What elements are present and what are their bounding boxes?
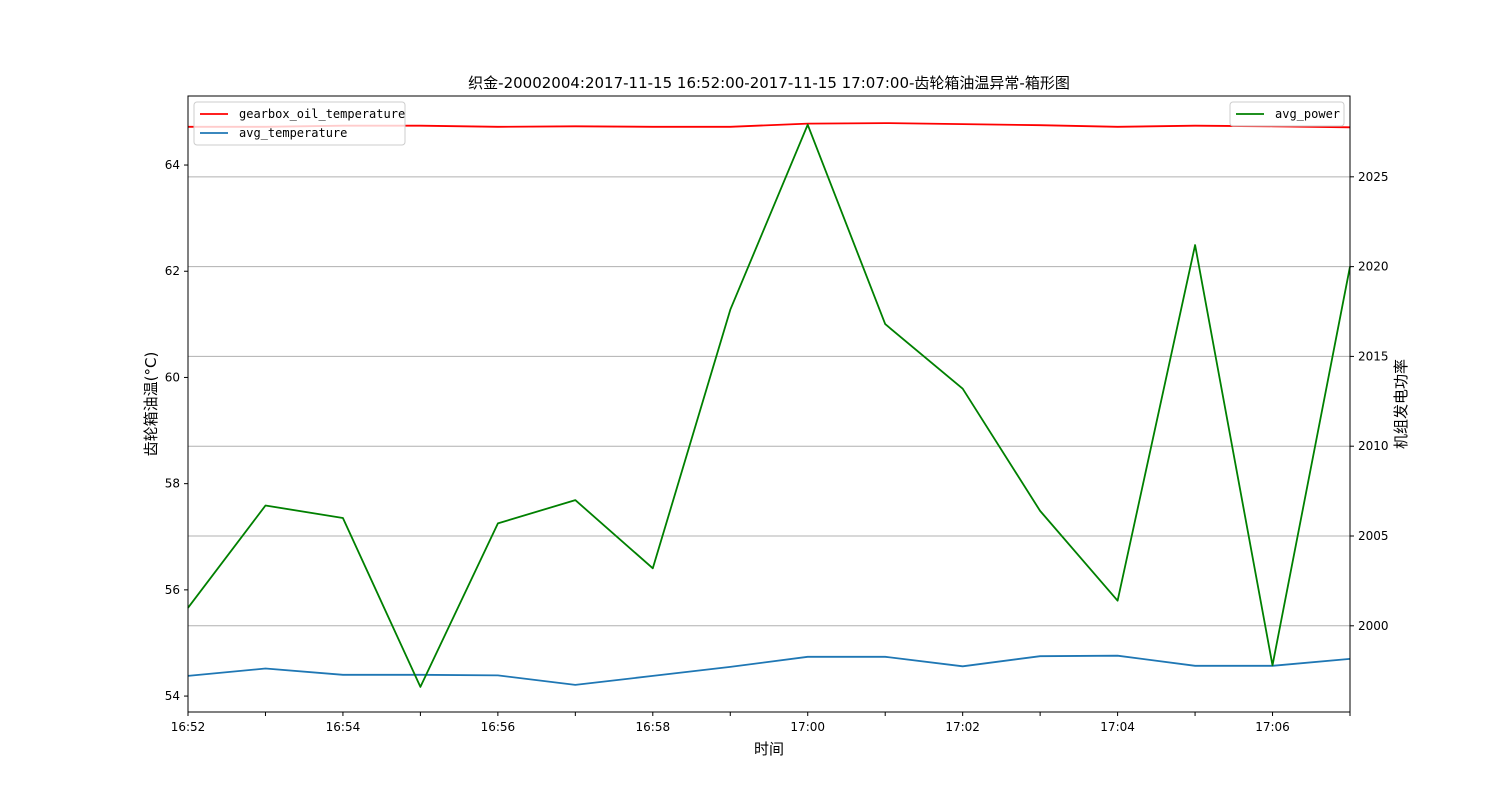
x-tick-label: 17:02 bbox=[945, 720, 980, 734]
plot-area-frame bbox=[187, 95, 1351, 713]
left-y-tick-label: 60 bbox=[165, 370, 180, 384]
legend-left-box bbox=[193, 101, 406, 146]
left-y-tick-label: 54 bbox=[165, 689, 180, 703]
left-y-tick-label: 62 bbox=[165, 264, 180, 278]
legend-right: avg_power bbox=[1229, 101, 1345, 127]
right-y-axis-label: 机组发电功率 bbox=[1392, 359, 1410, 449]
series-line-avg-temperature bbox=[187, 654, 1351, 686]
grid-layer bbox=[188, 176, 1350, 627]
series-line-avg-power bbox=[187, 123, 1351, 688]
left-y-tick-label: 56 bbox=[165, 583, 180, 597]
legend-right-box bbox=[1229, 101, 1345, 127]
left-y-axis-ticks: 54 56 58 60 62 64 bbox=[165, 158, 188, 703]
x-tick-label: 16:52 bbox=[171, 720, 206, 734]
x-axis-label: 时间 bbox=[754, 740, 784, 758]
x-tick-label: 17:04 bbox=[1100, 720, 1135, 734]
x-tick-label: 16:58 bbox=[636, 720, 671, 734]
right-y-tick-label: 2010 bbox=[1358, 439, 1389, 453]
x-axis-ticks: 16:52 16:54 16:56 16:58 17:00 17:02 17:04 17:06 bbox=[171, 712, 1351, 734]
x-tick-label: 17:06 bbox=[1255, 720, 1290, 734]
left-y-tick-label: 64 bbox=[165, 158, 180, 172]
x-tick-label: 16:54 bbox=[326, 720, 361, 734]
legend-left: gearbox_oil_temperature avg_temperature bbox=[193, 101, 406, 146]
legend-label-gearbox-oil-temperature: gearbox_oil_temperature bbox=[239, 107, 405, 121]
left-y-tick-label: 58 bbox=[165, 477, 180, 491]
series-layer bbox=[187, 122, 1351, 688]
right-y-tick-label: 2000 bbox=[1358, 619, 1389, 633]
left-y-axis-label: 齿轮箱油温(°C) bbox=[142, 352, 160, 457]
right-y-tick-label: 2015 bbox=[1358, 349, 1389, 363]
legend-label-avg-temperature: avg_temperature bbox=[239, 126, 347, 140]
chart-title: 织金-20002004:2017-11-15 16:52:00-2017-11-… bbox=[468, 74, 1070, 92]
x-tick-label: 17:00 bbox=[790, 720, 825, 734]
right-y-tick-label: 2005 bbox=[1358, 529, 1389, 543]
legend-label-avg-power: avg_power bbox=[1275, 107, 1340, 121]
right-y-tick-label: 2020 bbox=[1358, 260, 1389, 274]
right-y-tick-label: 2025 bbox=[1358, 170, 1389, 184]
right-y-axis-ticks: 2000 2005 2010 2015 2020 2025 bbox=[1350, 170, 1389, 633]
x-tick-label: 16:56 bbox=[481, 720, 516, 734]
